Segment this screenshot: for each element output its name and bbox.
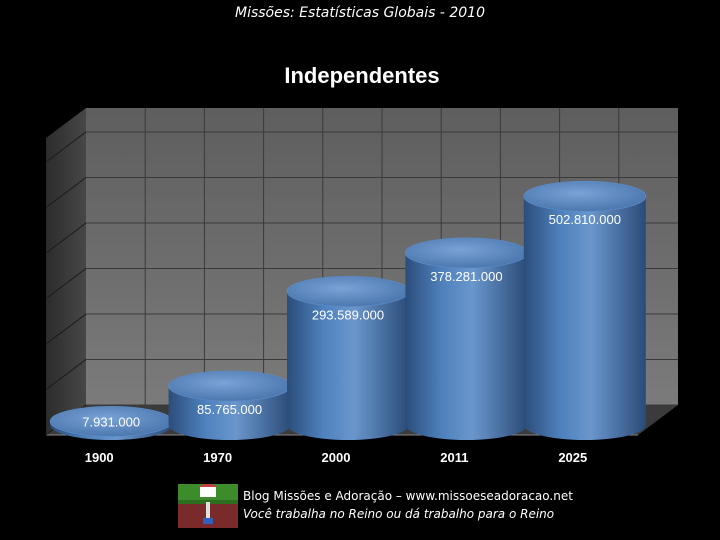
bar [168, 370, 292, 440]
bar-body [523, 196, 646, 440]
x-tick-label: 2025 [558, 450, 587, 465]
footer-blog-line: Blog Missões e Adoração – www.missoesead… [243, 489, 573, 503]
data-label: 293.589.000 [312, 307, 384, 322]
data-label: 502.810.000 [549, 212, 621, 227]
bar-top [404, 237, 528, 269]
gridline-side [45, 359, 87, 390]
gridline-side [45, 313, 87, 345]
bar-top [286, 276, 410, 307]
x-tick-labels: 1900 1970 2000 2011 2025 [85, 450, 588, 465]
bars [49, 180, 647, 440]
x-tick-label: 2011 [440, 450, 468, 465]
gridline-side [45, 268, 87, 299]
data-label: 7.931.000 [82, 414, 140, 429]
bar [404, 237, 528, 440]
bar-body [405, 252, 528, 440]
bar [49, 405, 173, 440]
x-tick-label: 1970 [203, 450, 232, 465]
bar-body [287, 291, 409, 440]
bar-top [523, 180, 647, 212]
data-label: 378.281.000 [430, 269, 502, 284]
data-labels: 7.931.000 85.765.000 293.589.000 378.281.00… [82, 212, 621, 429]
gridline-side [45, 222, 87, 254]
x-tick-label: 1900 [85, 450, 114, 465]
chart-title: Independentes [284, 63, 439, 88]
bar-body [168, 385, 291, 440]
bar [286, 276, 410, 440]
house-logo-icon [178, 484, 238, 528]
side-wall [46, 108, 86, 435]
data-label: 85.765.000 [197, 402, 262, 417]
page-caption: Missões: Estatísticas Globais - 2010 [234, 5, 485, 21]
footer-slogan-line: Você trabalha no Reino ou dá trabalho pa… [243, 507, 555, 521]
x-tick-label: 2000 [322, 450, 351, 465]
gridline-side [45, 177, 87, 208]
gridline-side [45, 131, 87, 163]
bar-top [168, 370, 292, 402]
bar [523, 180, 647, 440]
